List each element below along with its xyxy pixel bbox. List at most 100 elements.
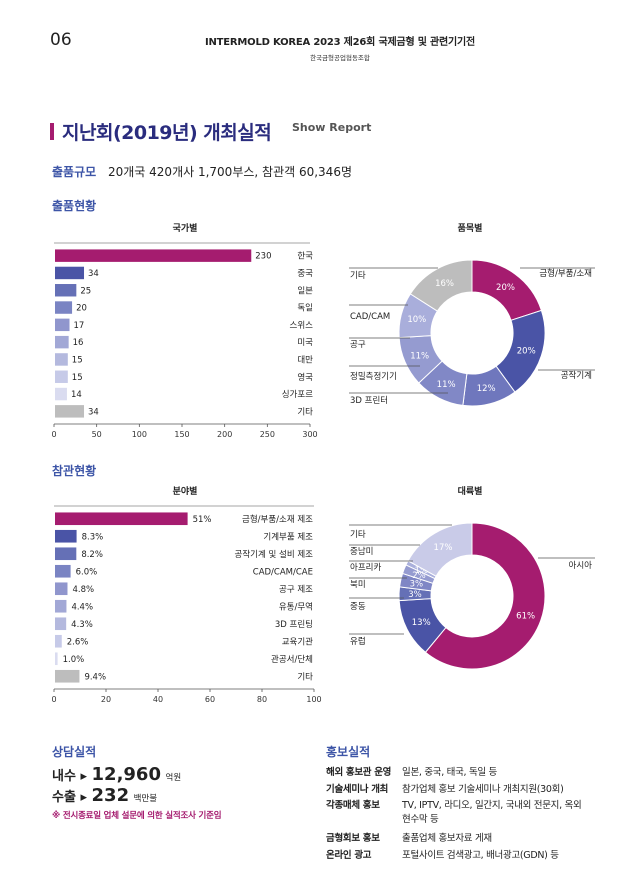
exhibit-heading: 출품현황 (52, 199, 97, 213)
x-tick-label: 250 (260, 430, 275, 439)
export-line: 수출 ▸ 232 백만불 (52, 785, 157, 806)
consult-note: ※ 전시종료일 업체 설문에 의한 실적조사 기준임 (52, 811, 222, 821)
bar (55, 564, 71, 578)
domestic-line: 내수 ▸ 12,960 억원 (52, 764, 181, 785)
slice-label: 북미 (350, 580, 366, 590)
consult-title: 상담실적 (52, 745, 97, 759)
bar (55, 634, 62, 648)
bar-value-label: 51% (193, 515, 212, 525)
category-label: 싱가포르 (282, 389, 313, 400)
slice-label: 중동 (350, 602, 366, 612)
domestic-value: 12,960 (91, 764, 161, 785)
bar-value-label: 4.4% (71, 602, 93, 612)
by-field-title: 분야별 (172, 487, 198, 497)
bar-value-label: 2.6% (67, 637, 89, 647)
bar-value-label: 14 (71, 390, 82, 400)
slice-value-label: 2% (412, 571, 426, 581)
bar (55, 512, 188, 526)
slice-label: 공구 (350, 340, 366, 350)
scale-label: 출품규모 (52, 165, 97, 179)
bar-value-label: 9.4% (84, 672, 106, 682)
bar-value-label: 34 (88, 407, 99, 417)
bar (55, 249, 252, 262)
bar (55, 669, 80, 683)
slice-label: 금형/부품/소재 (539, 269, 592, 279)
promo-value: 포털사이트 검색광고, 배너광고(GDN) 등 (402, 850, 559, 861)
exhibition-title: INTERMOLD KOREA 2023 제26회 국제금형 및 관련기기전 (204, 37, 476, 48)
promo-title: 홍보실적 (326, 745, 371, 759)
slice-label: 아프리카 (350, 562, 381, 573)
x-tick-label: 0 (51, 430, 56, 439)
bar (55, 529, 77, 543)
bar (55, 387, 67, 401)
slice-value-label: 20% (496, 283, 515, 293)
slice-value-label: 3% (408, 590, 422, 600)
slice-value-label: 1% (414, 566, 428, 576)
promo-label: 기술세미나 개최 (326, 784, 389, 795)
bar (55, 301, 73, 314)
bar-value-label: 8.2% (81, 550, 103, 560)
slice-label: 중남미 (350, 547, 373, 557)
export-label: 수출 ▸ (52, 790, 87, 805)
section-accent-bar (50, 123, 54, 140)
promo-label: 온라인 광고 (326, 850, 372, 861)
category-label: 한국 (297, 252, 313, 262)
bar-value-label: 20 (76, 304, 87, 314)
bar (55, 335, 69, 349)
x-tick-label: 300 (302, 430, 317, 439)
organizer-name: 한국금형공업협동조합 (310, 54, 370, 62)
bar (55, 617, 67, 631)
bar (55, 266, 85, 280)
promo-value: 참가업체 홍보 기술세미나 개최지원(30회) (402, 784, 564, 795)
slice-label: 아시아 (569, 560, 593, 571)
bar (55, 582, 68, 596)
category-label: 중국 (297, 269, 313, 279)
slice-value-label: 13% (412, 618, 431, 628)
category-label: 기타 (297, 407, 313, 417)
promo-value: 출품업체 홍보자료 게재 (402, 833, 492, 844)
x-tick-label: 0 (51, 695, 56, 704)
bar-value-label: 34 (88, 269, 99, 279)
bar-value-label: 16 (73, 338, 84, 348)
bar (55, 599, 67, 613)
slice-value-label: 3% (410, 580, 424, 590)
scale-text: 20개국 420개사 1,700부스, 참관객 60,346명 (108, 165, 352, 179)
visit-heading: 참관현황 (52, 464, 97, 478)
slice-label: 유럽 (350, 637, 366, 647)
export-value: 232 (91, 785, 130, 806)
x-tick-label: 200 (217, 430, 232, 439)
x-tick-label: 100 (132, 430, 147, 439)
slice-value-label: 11% (410, 352, 429, 362)
slice-value-label: 10% (407, 315, 426, 325)
x-tick-label: 40 (153, 695, 163, 704)
category-label: 스위스 (290, 321, 314, 331)
x-tick-label: 80 (257, 695, 267, 704)
bar-value-label: 17 (74, 321, 85, 331)
bar (55, 405, 85, 418)
slice-label: 기타 (350, 530, 366, 540)
category-label: 3D 프린팅 (275, 619, 313, 630)
bar-value-label: 15 (72, 373, 83, 383)
promo-value: TV, IPTV, 라디오, 일간지, 국내외 전문지, 옥외 현수막 등 (402, 800, 582, 825)
x-tick-label: 150 (174, 430, 189, 439)
slice-value-label: 11% (437, 380, 456, 390)
bar-value-label: 1.0% (63, 655, 85, 665)
bar-value-label: 25 (80, 286, 91, 296)
category-label: 공작기계 및 설비 제조 (235, 549, 314, 560)
slice-value-label: 61% (516, 611, 535, 621)
slice-label: 공작기계 (561, 370, 592, 381)
bar (55, 370, 68, 383)
slice-value-label: 12% (477, 384, 496, 394)
x-tick-label: 50 (92, 430, 102, 439)
category-label: 대만 (297, 355, 313, 365)
bar (55, 318, 70, 332)
category-label: 교육기관 (282, 636, 313, 647)
bar-value-label: 15 (72, 355, 83, 365)
bar-value-label: 8.3% (82, 532, 104, 542)
slice-label: 기타 (350, 271, 366, 281)
by-country-title: 국가별 (172, 224, 198, 234)
by-item-title: 품목별 (457, 224, 483, 234)
promo-label: 각종매체 홍보 (326, 800, 380, 811)
promo-label: 해외 홍보관 운영 (326, 767, 392, 778)
